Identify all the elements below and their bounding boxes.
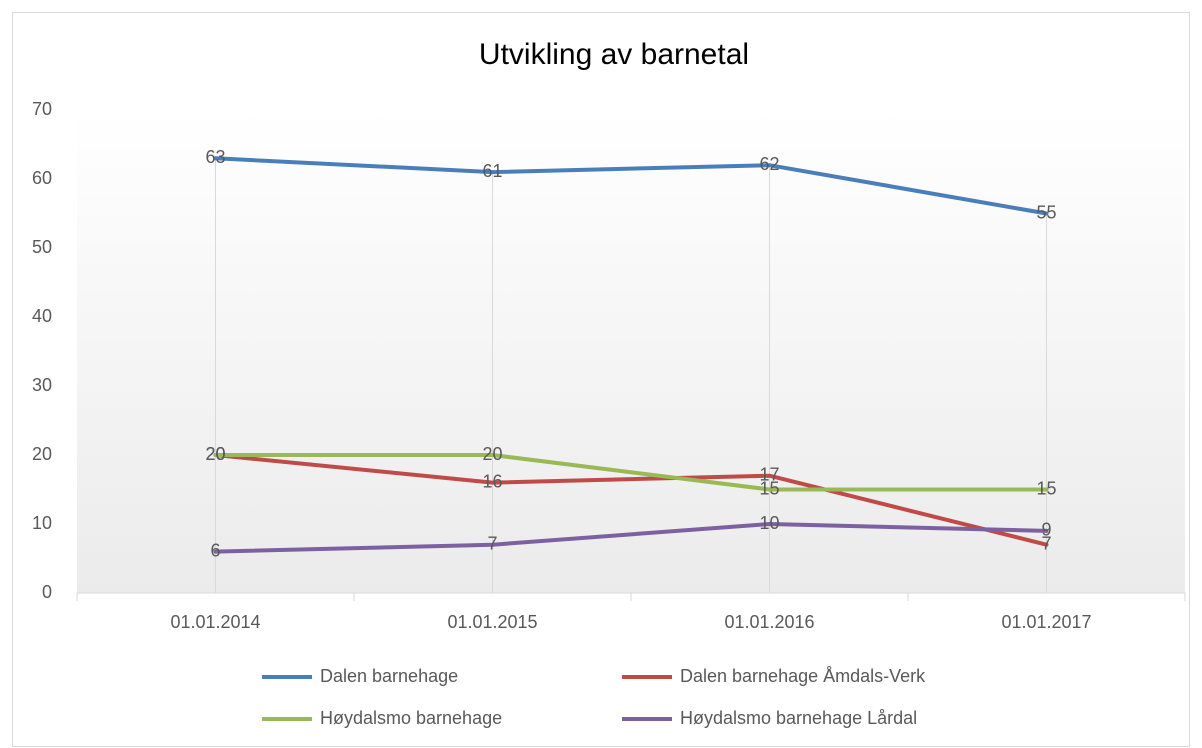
series-line xyxy=(213,453,1049,492)
data-label: 17 xyxy=(759,464,779,484)
data-label: 7 xyxy=(1041,533,1051,553)
plot-area xyxy=(77,110,1185,593)
data-label: 61 xyxy=(482,161,502,181)
data-label: 62 xyxy=(759,154,779,174)
x-tick-label: 01.01.2016 xyxy=(724,612,814,632)
x-tick-label: 01.01.2017 xyxy=(1001,612,1091,632)
data-label: 10 xyxy=(759,513,779,533)
series-line xyxy=(213,453,1049,547)
series-line xyxy=(213,522,1049,554)
y-tick-label: 60 xyxy=(32,168,52,188)
data-label: 20 xyxy=(482,444,502,464)
y-tick-label: 40 xyxy=(32,306,52,326)
y-tick-label: 70 xyxy=(32,99,52,119)
data-label: 6 xyxy=(210,540,220,560)
legend-label: Høydalsmo barnehage Lårdal xyxy=(680,708,917,728)
data-label: 20 xyxy=(205,444,225,464)
series-line xyxy=(213,156,1049,216)
y-tick-label: 20 xyxy=(32,444,52,464)
data-label: 63 xyxy=(205,147,225,167)
data-label: 16 xyxy=(482,471,502,491)
y-tick-label: 0 xyxy=(42,582,52,602)
legend-label: Dalen barnehage xyxy=(320,666,458,686)
legend-label: Dalen barnehage Åmdals-Verk xyxy=(680,666,926,686)
data-label: 15 xyxy=(759,478,779,498)
data-label: 7 xyxy=(487,533,497,553)
data-label: 55 xyxy=(1036,202,1056,222)
data-label: 9 xyxy=(1041,520,1051,540)
y-tick-label: 30 xyxy=(32,375,52,395)
legend-label: Høydalsmo barnehage xyxy=(320,708,502,728)
chart-title: Utvikling av barnetal xyxy=(479,38,749,71)
y-tick-label: 50 xyxy=(32,237,52,257)
data-label: 20 xyxy=(205,444,225,464)
y-tick-label: 10 xyxy=(32,513,52,533)
x-tick-label: 01.01.2014 xyxy=(170,612,260,632)
x-tick-label: 01.01.2015 xyxy=(447,612,537,632)
data-label: 15 xyxy=(1036,478,1056,498)
